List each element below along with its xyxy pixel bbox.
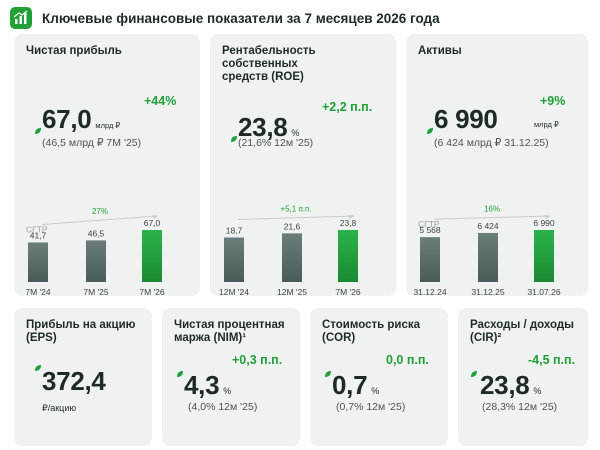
leaf-icon (35, 128, 41, 134)
bar-1 (86, 240, 106, 282)
metric-value: 23,8 (238, 112, 288, 142)
card-title: Прибыль на акцию (EPS) (26, 319, 136, 344)
card-net-profit: Чистая прибыль 67,0 млрд ₽ +44% (46,5 мл… (14, 34, 200, 297)
leaf-icon (427, 128, 433, 134)
bar-value-label: 6 990 (533, 218, 555, 228)
metric-value-block: 6 990 (434, 104, 498, 135)
x-tick-label: 31.07.26 (527, 287, 560, 297)
card-title: Чистая прибыль (26, 45, 122, 57)
card-eps: Прибыль на акцию (EPS) 372,4 ₽/акцию (14, 308, 152, 446)
metric-unit: % (223, 386, 232, 396)
bar-1 (478, 232, 498, 282)
metric-value: 23,8 (480, 370, 530, 400)
card-title: Расходы / доходы (CIR)² (470, 319, 574, 344)
trend-arrow-label: +5,1 п.п. (280, 205, 311, 214)
metric-unit: млрд ₽ (95, 121, 121, 130)
metric-unit: % (533, 386, 542, 396)
bar-value-label: 6 424 (477, 221, 499, 231)
card-title: Чистая процентная маржа (NIM)¹ (174, 319, 285, 344)
metric-comparison: (46,5 млрд ₽ 7М '25) (42, 137, 142, 149)
card-title: Рентабельность собственных средств (ROE) (222, 45, 316, 83)
leaf-icon (471, 371, 477, 377)
metric-value: 372,4 (42, 366, 106, 396)
trend-arrow-line (237, 215, 355, 220)
card-assets: Активы 6 990 млрд ₽ +9% (6 424 млрд ₽ 31… (406, 34, 588, 297)
metric-value: 67,0 (42, 104, 92, 134)
bar-value-label: 5 568 (419, 225, 441, 235)
bar-value-label: 46,5 (88, 228, 105, 238)
x-tick-label: 7М '26 (139, 287, 165, 297)
metric-value-block: 0,7 % (332, 370, 379, 401)
metric-comparison: (6 424 млрд ₽ 31.12.25) (434, 137, 549, 149)
metric-value-block: 23,8 % (480, 370, 541, 401)
bar-2 (142, 230, 162, 282)
metric-comparison: (4,0% 12м '25) (188, 401, 258, 413)
metric-value: 0,7 (332, 370, 368, 400)
x-tick-label: 31.12.24 (413, 287, 446, 297)
trend-arrow-head (348, 215, 354, 219)
trend-arrow-label: 16% (484, 205, 500, 214)
page-title: Ключевые финансовые показатели за 7 меся… (42, 10, 440, 26)
metric-unit: ₽/акцию (42, 403, 77, 413)
metric-unit: млрд ₽ (534, 120, 559, 129)
leaf-icon (325, 371, 331, 377)
metric-unit: % (291, 128, 300, 138)
leaf-icon (231, 136, 237, 142)
metric-value: 4,3 (184, 370, 220, 400)
metric-value-block: 23,8 % (238, 112, 299, 143)
metric-value-block: 372,4 (42, 366, 106, 397)
bar-1 (282, 233, 302, 282)
cagr-label: СГТР (26, 224, 48, 234)
card-title: Активы (418, 45, 462, 57)
metric-delta: +9% (540, 94, 566, 108)
x-tick-label: 7М '26 (335, 287, 361, 297)
metric-delta: +44% (144, 94, 177, 108)
metric-comparison: (21,6% 12м '25) (238, 137, 314, 149)
bar-2 (338, 230, 358, 282)
metric-delta: +0,3 п.п. (232, 353, 283, 367)
bar-0 (28, 242, 48, 282)
trend-arrow-head (544, 215, 550, 219)
card-roe: Рентабельность собственных средств (ROE)… (210, 34, 396, 297)
x-tick-label: 7М '24 (25, 287, 51, 297)
trend-arrow-line (433, 215, 551, 220)
cagr-label: СГТР (418, 219, 440, 229)
bar-value-label: 21,6 (284, 221, 301, 231)
trend-arrow-head (152, 215, 158, 219)
metric-comparison: (0,7% 12м '25) (336, 401, 406, 413)
card-nim: Чистая процентная маржа (NIM)¹ +0,3 п.п.… (162, 308, 300, 446)
metric-value-block: 67,0 млрд ₽ (42, 104, 120, 135)
bar-value-label: 23,8 (340, 218, 357, 228)
metric-comparison: (28,3% 12м '25) (482, 401, 558, 413)
trend-arrow-label: 27% (92, 207, 108, 216)
metric-unit: % (371, 386, 380, 396)
bar-2 (534, 230, 554, 282)
bar-value-label: 67,0 (144, 218, 161, 228)
metric-delta: -4,5 п.п. (528, 353, 576, 367)
bar-0 (420, 237, 440, 282)
x-tick-label: 7М '25 (83, 287, 109, 297)
page-header: Ключевые финансовые показатели за 7 меся… (10, 6, 440, 30)
bar-0 (224, 237, 244, 282)
metric-delta: +2,2 п.п. (322, 100, 373, 114)
chart-growth-icon (10, 7, 32, 29)
metric-delta: 0,0 п.п. (386, 353, 429, 367)
x-tick-label: 12М '25 (277, 287, 307, 297)
card-cir: Расходы / доходы (CIR)² -4,5 п.п. 23,8 %… (458, 308, 588, 446)
card-cor: Стоимость риска (COR) 0,0 п.п. 0,7 % (0,… (310, 308, 448, 446)
metric-value: 6 990 (434, 104, 498, 134)
bar-value-label: 41,7 (30, 230, 47, 240)
bar-chart-roe: +5,1 п.п. 18,7 12М '24 21,6 12М '25 23,8 7М '2… (219, 205, 361, 297)
x-tick-label: 12М '24 (219, 287, 249, 297)
metric-value-block: 4,3 % (184, 370, 231, 401)
card-title: Стоимость риска (COR) (322, 319, 421, 344)
leaf-icon (177, 371, 183, 377)
trend-arrow-line (41, 215, 159, 225)
bar-value-label: 18,7 (226, 225, 243, 235)
x-tick-label: 31.12.25 (471, 287, 504, 297)
leaf-icon (35, 365, 41, 371)
